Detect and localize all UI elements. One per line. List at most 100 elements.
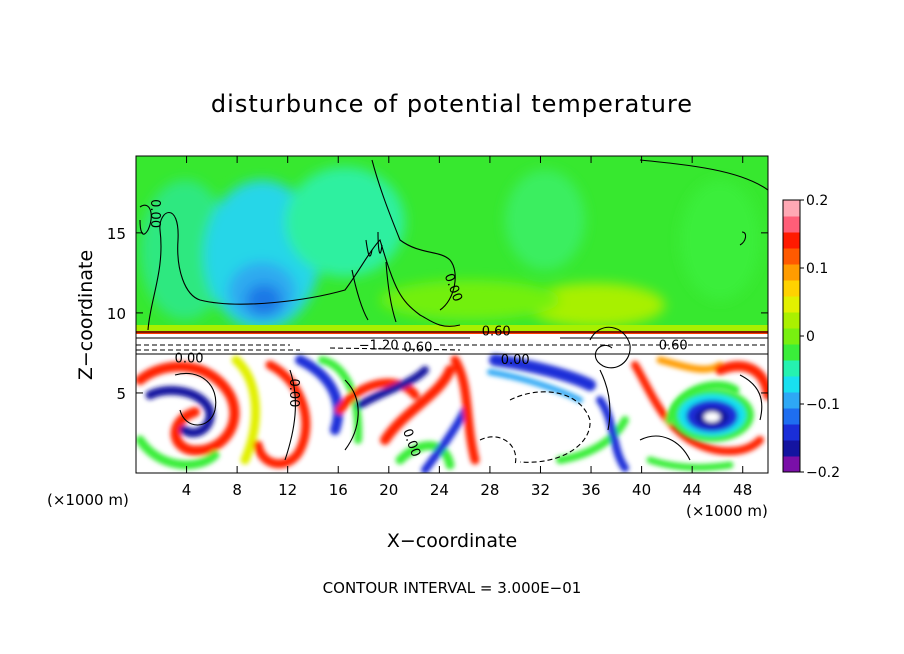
- x-tick-label: 8: [232, 481, 242, 499]
- colorbar-swatch: [783, 440, 800, 457]
- x-tick-label: 48: [733, 481, 752, 499]
- colorbar-swatch: [783, 216, 800, 233]
- colorbar-swatch: [783, 392, 800, 409]
- x-unit-right: (×1000 m): [686, 502, 768, 520]
- swirl-cyan-5: [487, 369, 583, 403]
- x-tick-label: 40: [632, 481, 651, 499]
- swirl-blue-6: [596, 396, 629, 472]
- swirl-yellow-1: [231, 355, 260, 465]
- vortex-white: [704, 412, 720, 422]
- swirl-red-4: [380, 365, 455, 445]
- colorbar-tick-label: 0.1: [806, 261, 828, 277]
- inversion-band-white: [136, 334, 768, 354]
- y-axis: 5 10 15: [107, 225, 768, 403]
- contour-label: 0.00: [147, 199, 162, 228]
- x-tick-label: 32: [531, 481, 550, 499]
- upper-yellow-green: [525, 283, 665, 327]
- colorbar-tick-label: −0.1: [806, 397, 840, 413]
- colorbar-tick-label: 0: [806, 329, 815, 345]
- colorbar-swatch: [783, 424, 800, 441]
- contour-lower-5: [479, 436, 517, 466]
- x-tick-label: 20: [379, 481, 398, 499]
- colorbar-swatch: [783, 200, 800, 217]
- contour-upper-5: [365, 231, 383, 257]
- y-axis-label: Z−coordinate: [75, 250, 97, 380]
- contour-lower-6: [639, 435, 691, 461]
- contour-cluster: [589, 326, 631, 431]
- contour-label: 0.00: [175, 352, 204, 367]
- swirl-green-5: [556, 416, 629, 464]
- colorbar-swatch: [783, 296, 800, 313]
- contour-upper-1: [147, 211, 461, 331]
- colorbar-swatch: [783, 328, 800, 345]
- contour-upper-3: [639, 159, 768, 191]
- swirl-red-5: [450, 355, 480, 465]
- swirl-green-1: [136, 435, 220, 470]
- contour-lower-3: [344, 379, 359, 451]
- colorbar-swatch: [783, 280, 800, 297]
- swirl-red-8: [686, 436, 764, 456]
- contour-lower-2: [284, 369, 296, 461]
- x-tick-label: 12: [278, 481, 297, 499]
- swirl-red-2: [253, 360, 311, 469]
- swirl-blue-2: [295, 355, 344, 435]
- y-tick-label: 5: [116, 385, 126, 403]
- x-tick-label: 36: [581, 481, 600, 499]
- upper-green-left: [140, 180, 230, 320]
- contour-label: 0.60: [659, 339, 688, 354]
- y-tick-label: 15: [107, 225, 126, 243]
- contour-label: 0.00: [286, 378, 301, 407]
- contour-label: 0.60: [403, 340, 432, 355]
- colorbar-tick-label: −0.2: [806, 465, 840, 481]
- colorbar-swatch: [783, 456, 800, 473]
- colorbar-swatch: [783, 376, 800, 393]
- x-tick-label: 4: [182, 481, 192, 499]
- colorbar-swatch: [783, 344, 800, 361]
- contour-label: 0.60: [482, 324, 511, 339]
- swirl-blue-3: [356, 366, 429, 409]
- colorbar-swatch: [783, 264, 800, 281]
- colorbar-swatch: [783, 312, 800, 329]
- contour-label: 0.00: [501, 353, 530, 368]
- x-tick-label: 24: [430, 481, 449, 499]
- upper-blue-blob: [246, 284, 282, 316]
- upper-layer: [140, 167, 760, 330]
- contour-lower-7: [739, 374, 763, 421]
- upper-green-right: [680, 180, 760, 300]
- contour-lines: [136, 159, 768, 466]
- swirl-blue-1: [145, 386, 215, 438]
- inversion-band-yellow: [136, 325, 768, 332]
- lower-layer: [136, 354, 768, 473]
- swirl-blue-4: [421, 406, 469, 473]
- swirl-green-3: [395, 441, 455, 470]
- colorbar-tick-label: 0.2: [806, 193, 828, 209]
- swirl-red-1: [136, 361, 240, 456]
- swirl-green-8: [646, 456, 734, 471]
- colorbar: 0.2 0.1 0 −0.1 −0.2: [782, 193, 840, 481]
- upper-lime: [380, 280, 560, 320]
- contour-lower-1: [174, 372, 217, 426]
- colorbar-swatch: [783, 232, 800, 249]
- contour-upper-2: [371, 159, 456, 311]
- plot-area: [136, 156, 768, 473]
- swirl-orange-6: [656, 356, 724, 373]
- x-axis-label: X−coordinate: [387, 530, 517, 552]
- chart-title: disturbunce of potential temperature: [211, 90, 693, 118]
- contour-lower-4: [509, 391, 591, 463]
- swirl-red-7: [715, 361, 768, 400]
- x-tick-label: 44: [683, 481, 702, 499]
- colorbar-swatch: [783, 408, 800, 425]
- upper-teal-right: [505, 170, 585, 270]
- lower-vortex: [670, 388, 754, 442]
- swirl-red-6: [631, 361, 694, 444]
- x-tick-label: 28: [480, 481, 499, 499]
- x-unit-left: (×1000 m): [47, 491, 129, 509]
- swirl-blue-5: [489, 354, 596, 391]
- contour-upper-4: [139, 204, 152, 235]
- plot-frame: [135, 155, 769, 474]
- contour-upper-7: [739, 231, 747, 246]
- contour-upper-6: [351, 261, 397, 323]
- upper-teal-blob: [285, 167, 405, 277]
- x-axis: 4 8 12 16 20 24 28 32 36 40 44 48: [182, 156, 752, 499]
